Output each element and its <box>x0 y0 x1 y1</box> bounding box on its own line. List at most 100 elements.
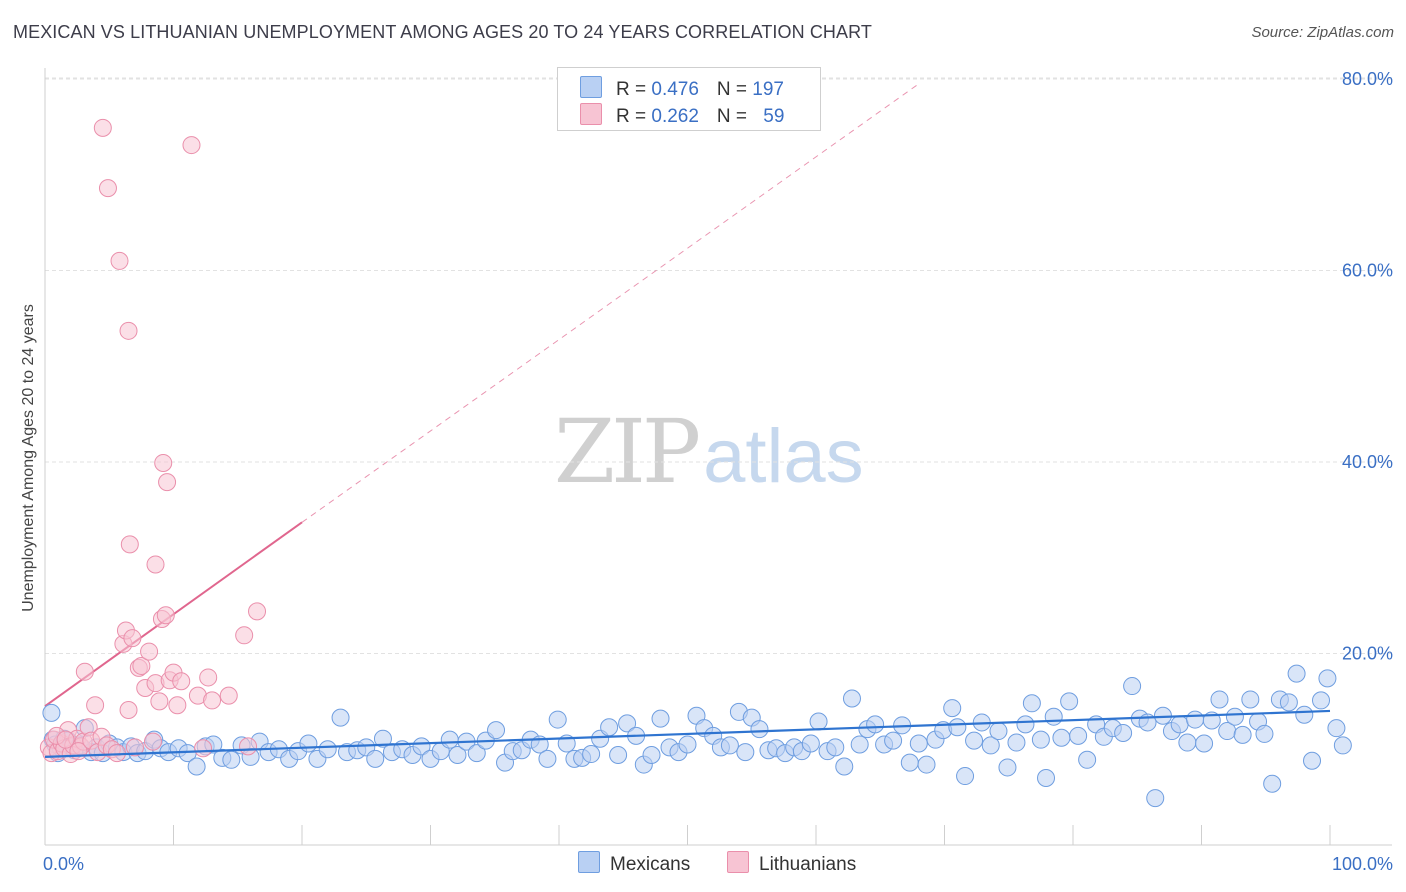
mexicans-point <box>720 736 739 755</box>
mexicans-point <box>866 715 885 734</box>
mexicans-point <box>1225 707 1244 726</box>
mexicans-point <box>736 743 755 762</box>
lithuanians-trend <box>44 83 920 707</box>
lithuanians-point <box>194 739 213 758</box>
mexicans-point <box>1303 751 1322 770</box>
mexicans-point <box>1233 725 1252 744</box>
lithuanians-point <box>182 136 201 155</box>
lithuanians-point <box>98 179 117 198</box>
lithuanians-point <box>158 473 177 492</box>
tick-labels: 20.0% 40.0% 60.0% 80.0% 0.0% 100.0% <box>43 69 1393 874</box>
lithuanians-point <box>56 730 75 749</box>
mexicans-point <box>1069 726 1088 745</box>
mexicans-point <box>548 710 567 729</box>
lithuanians-point <box>219 686 238 705</box>
mexicans-point <box>42 703 61 722</box>
mexicans-point <box>965 731 984 750</box>
lithuanians-point <box>235 626 254 645</box>
mexicans-point <box>1255 724 1274 743</box>
lithuanians-point <box>172 672 191 691</box>
mexicans-point <box>1279 693 1298 712</box>
y-tick-label: 40.0% <box>1342 452 1393 472</box>
lithuanians-point <box>150 692 169 711</box>
lithuanians-point <box>132 656 151 675</box>
mexicans-point <box>948 718 967 737</box>
mexicans-point <box>1287 664 1306 683</box>
mexicans-point <box>1263 774 1282 793</box>
lithuanians-point <box>75 662 94 681</box>
chart-title: MEXICAN VS LITHUANIAN UNEMPLOYMENT AMONG… <box>13 22 873 42</box>
legend-label-lithuanians: Lithuanians <box>759 854 857 875</box>
lithuanians-trend-extension <box>301 83 920 523</box>
lithuanians-point <box>110 251 129 270</box>
mexicans-point <box>850 735 869 754</box>
mexicans-point <box>1241 690 1260 709</box>
legend-n-label: N = <box>716 79 753 100</box>
lithuanians-points <box>39 118 267 764</box>
mexicans-point <box>299 734 318 753</box>
source-note: Source: ZipAtlas.com <box>1251 24 1394 41</box>
mexicans-point <box>582 745 601 764</box>
mexicans-point <box>487 721 506 740</box>
mexicans-point <box>981 736 1000 755</box>
mexicans-point <box>1210 690 1229 709</box>
mexicans-point <box>989 722 1008 741</box>
lithuanians-point <box>93 118 112 137</box>
mexicans-point <box>826 738 845 757</box>
y-tick-label: 20.0% <box>1342 644 1393 664</box>
mexicans-point <box>1195 734 1214 753</box>
mexicans-swatch <box>578 851 600 873</box>
mexicans-point <box>1333 736 1352 755</box>
lithuanians-swatch <box>727 851 749 873</box>
mexicans-point <box>801 734 820 753</box>
bottom-legend-mexicans: Mexicans <box>578 851 690 876</box>
lithuanians-point <box>156 606 175 625</box>
lithuanians-point <box>86 696 105 715</box>
y-tick-label: 60.0% <box>1342 261 1393 281</box>
mexicans-point <box>1022 694 1041 713</box>
mexicans-point <box>448 745 467 764</box>
mexicans-point <box>1146 789 1165 808</box>
mexicans-point <box>1114 723 1133 742</box>
mexicans-point <box>1007 733 1026 752</box>
lithuanians-point <box>143 732 162 751</box>
mexicans-point <box>222 750 241 769</box>
mexicans-point <box>618 714 637 733</box>
mexicans-point <box>1178 733 1197 752</box>
grid-lines <box>45 77 1392 654</box>
mexicans-point <box>1052 728 1071 747</box>
mexicans-point <box>750 720 769 739</box>
mexicans-point <box>1186 710 1205 729</box>
legend-n-value: 59 <box>763 106 785 127</box>
mexicans-point <box>318 740 337 759</box>
lithuanians-point <box>239 737 258 756</box>
mexicans-point <box>1037 768 1056 787</box>
mexicans-point <box>331 708 350 727</box>
mexicans-trend <box>44 709 1331 759</box>
mexicans-point <box>609 745 628 764</box>
mexicans-point <box>809 712 828 731</box>
y-tick-label: 80.0% <box>1342 69 1393 89</box>
mexicans-point <box>884 731 903 750</box>
mexicans-point <box>1312 691 1331 710</box>
mexicans-point <box>943 699 962 718</box>
lithuanians-point <box>248 602 267 621</box>
mexicans-point <box>1170 715 1189 734</box>
lithuanians-point <box>119 700 138 719</box>
lithuanians-swatch <box>580 103 602 125</box>
legend-row-lithuanians: R = 0.262 N = 59 <box>580 103 784 127</box>
lithuanians-point <box>140 642 159 661</box>
mexicans-point <box>1123 677 1142 696</box>
mexicans-point <box>678 735 697 754</box>
mexicans-point <box>651 709 670 728</box>
mexicans-point <box>900 753 919 772</box>
mexicans-point <box>440 730 459 749</box>
mexicans-points <box>42 664 1352 808</box>
legend-r-label: R = <box>616 79 652 100</box>
lithuanians-point <box>120 535 139 554</box>
mexicans-point <box>1295 705 1314 724</box>
x-tick-label: 0.0% <box>43 854 84 874</box>
lithuanians-point <box>146 555 165 574</box>
correlation-legend: R = 0.476 N = 197 R = 0.262 N = 59 <box>557 67 821 131</box>
